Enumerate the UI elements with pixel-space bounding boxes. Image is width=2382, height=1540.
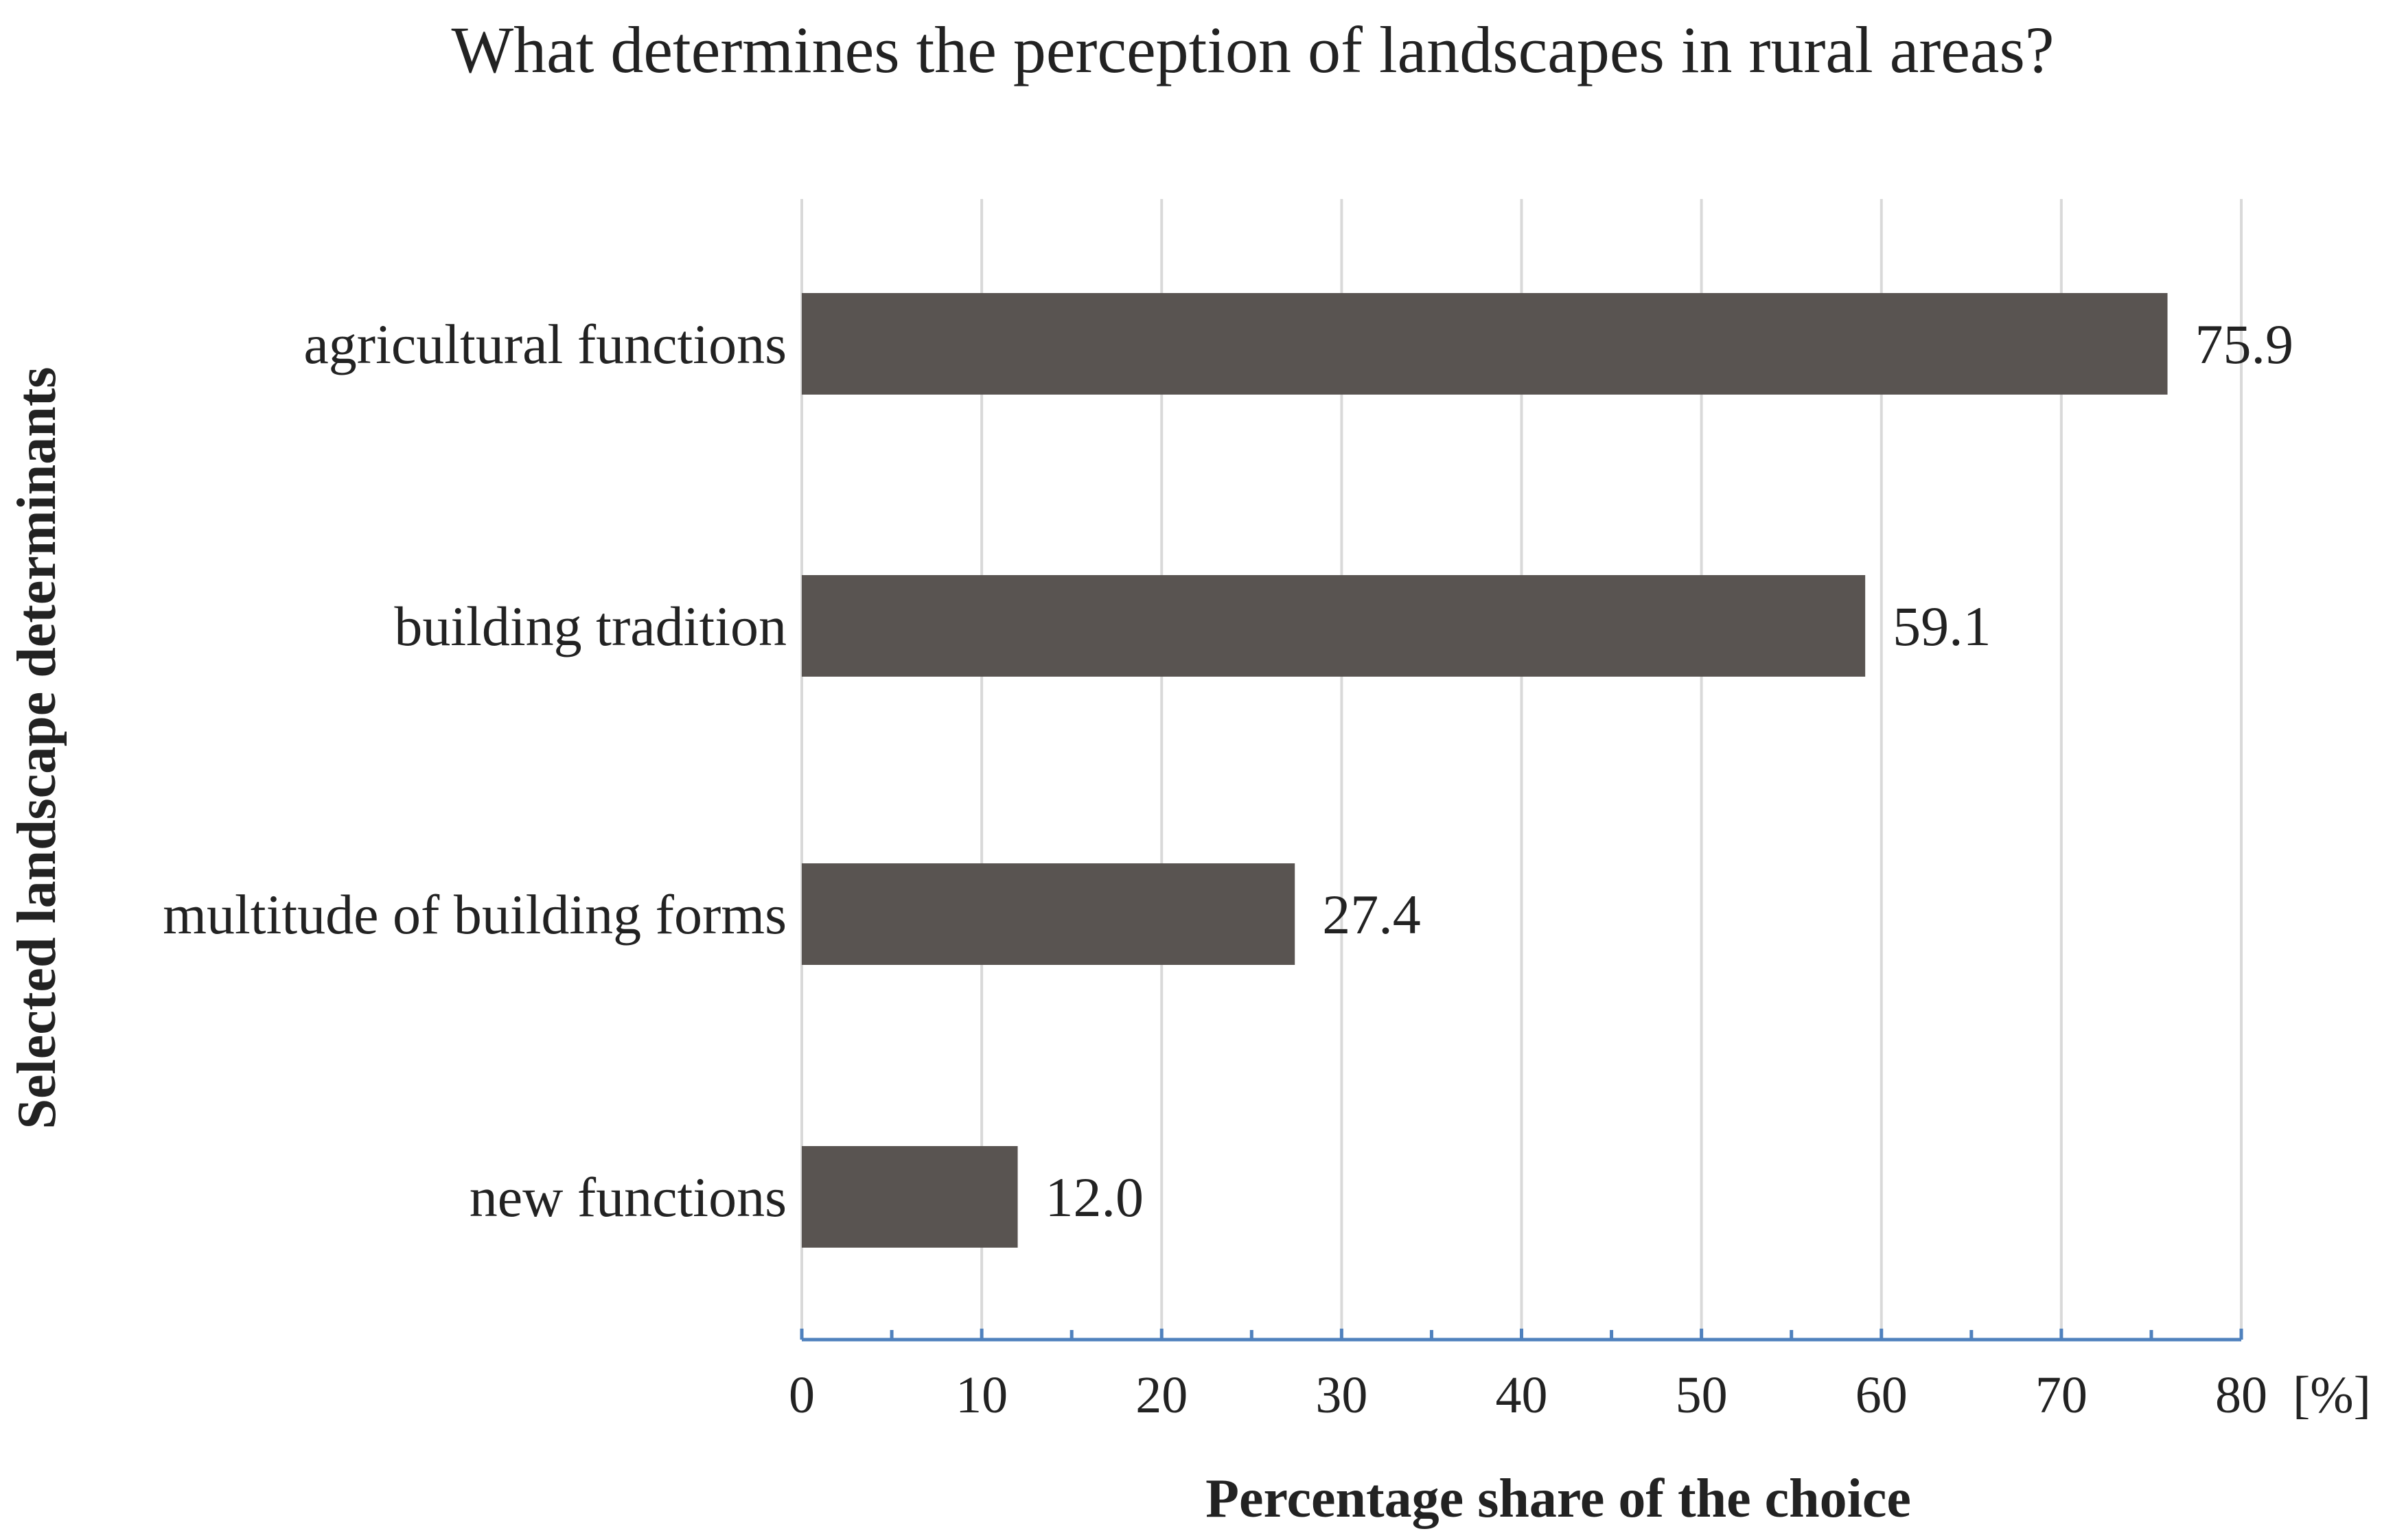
x-tick-label-70: 70 [2035,1366,2088,1424]
bars [802,293,2168,1248]
x-tick-label-0: 0 [789,1366,815,1424]
x-tick-label-50: 50 [1676,1366,1728,1424]
x-tick-label-10: 10 [956,1366,1008,1424]
y-axis-label: Selected landscape determinants [7,366,67,1129]
value-labels: 75.9 59.1 27.4 12.0 [1045,313,2293,1228]
bar-3 [802,863,1295,965]
x-unit-label: [%] [2293,1366,2371,1424]
value-label-4: 12.0 [1045,1166,1144,1228]
bar-1 [802,293,2168,395]
x-tick-label-30: 30 [1315,1366,1367,1424]
bar-2 [802,575,1866,677]
x-tick-label-20: 20 [1135,1366,1188,1424]
bar-4 [802,1146,1018,1248]
x-tick-label-80: 80 [2215,1366,2267,1424]
x-axis: 0 10 20 30 40 50 60 70 80 [789,1329,2267,1424]
x-axis-label: Percentage share of the choice [1205,1469,1911,1529]
category-label-2: building tradition [394,595,787,657]
x-tick-label-40: 40 [1496,1366,1548,1424]
category-label-3: multitude of building forms [163,883,787,946]
value-label-2: 59.1 [1893,595,1991,657]
x-tick-label-60: 60 [1855,1366,1908,1424]
chart-title: What determines the perception of landsc… [452,13,2055,86]
value-label-3: 27.4 [1322,883,1421,946]
value-label-1: 75.9 [2195,313,2294,375]
category-labels: agricultural functions building tradition… [163,313,787,1228]
category-label-4: new functions [470,1166,787,1228]
category-label-1: agricultural functions [303,313,787,375]
